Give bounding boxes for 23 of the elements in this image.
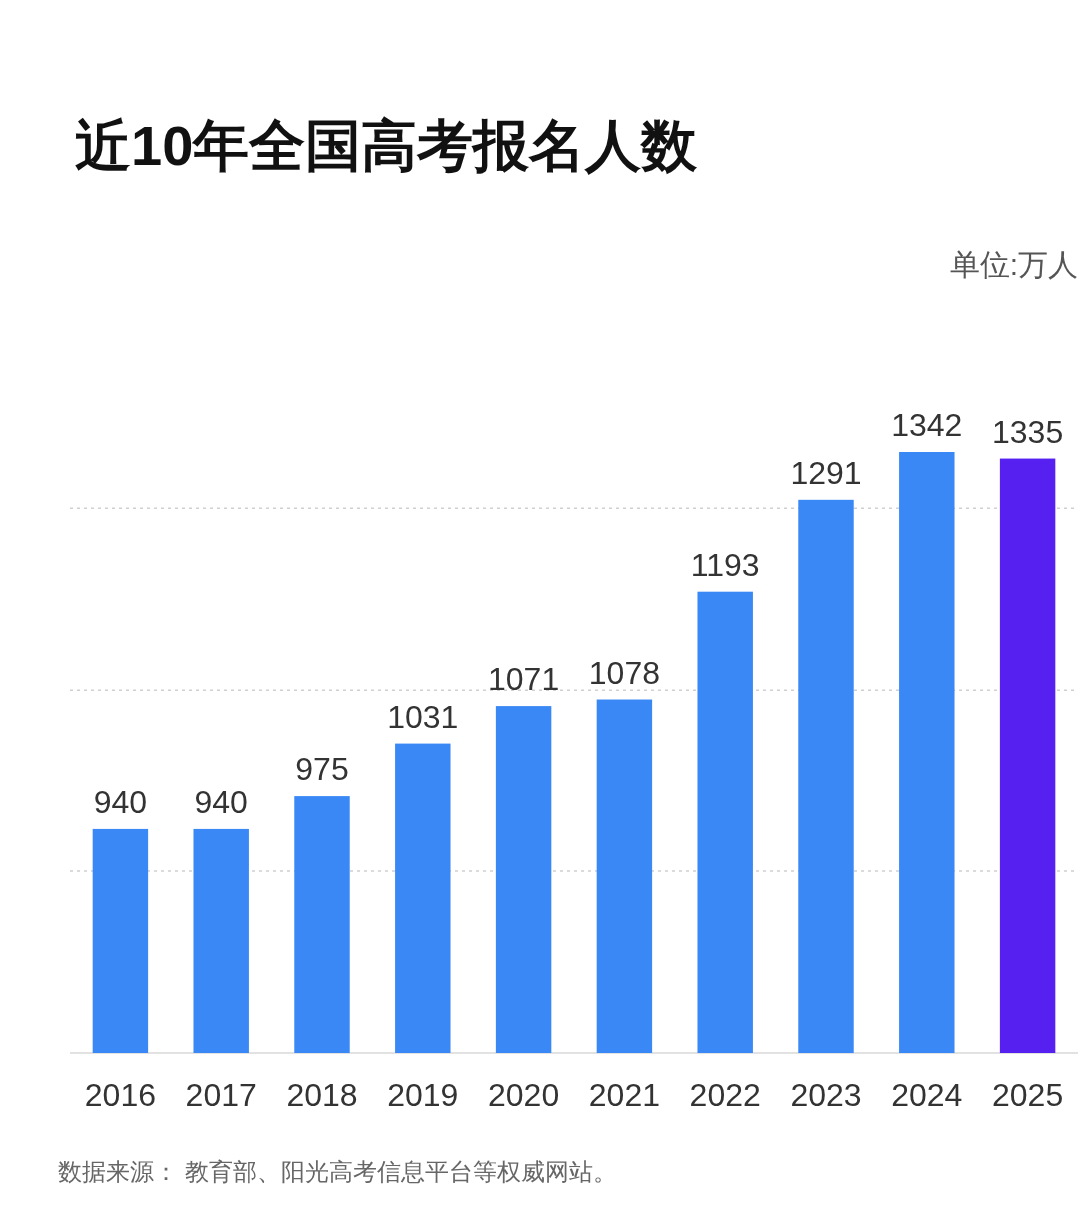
data-label: 1031 (387, 698, 459, 735)
chart-title: 近10年全国高考报名人数 (75, 114, 699, 177)
data-label: 1291 (790, 454, 862, 491)
data-label: 1078 (588, 654, 660, 691)
data-label: 940 (194, 783, 248, 820)
data-label: 940 (93, 783, 148, 820)
x-tick-label: 2025 (992, 1077, 1064, 1113)
text: 单位:万人 (949, 248, 1078, 281)
data-label: 1193 (690, 546, 760, 583)
x-tick-label: 2020 (488, 1077, 560, 1113)
x-tick-label: 2023 (790, 1077, 862, 1113)
x-tick-label: 2017 (185, 1077, 257, 1113)
source-note: 数据来源： 教育部、阳光高考信息平台等权威网站。 (58, 1158, 617, 1185)
x-tick-label: 2021 (588, 1077, 660, 1113)
x-tick-label: 2019 (387, 1077, 459, 1113)
x-tick-label: 2022 (689, 1077, 761, 1113)
x-tick-label: 2018 (286, 1077, 358, 1113)
x-tick-label: 2016 (84, 1077, 156, 1113)
data-label: 1071 (488, 661, 560, 698)
x-tick-label: 2024 (891, 1077, 963, 1113)
data-label: 1335 (992, 413, 1064, 450)
data-label: 975 (295, 751, 349, 788)
data-label: 1342 (891, 407, 963, 443)
